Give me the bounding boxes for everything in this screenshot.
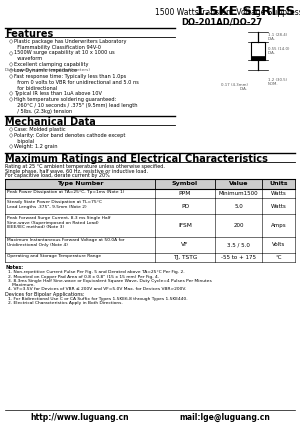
Text: Dimensions in inches and (millimeters): Dimensions in inches and (millimeters) xyxy=(5,68,90,72)
Text: ◇: ◇ xyxy=(9,133,13,138)
Text: PD: PD xyxy=(181,204,189,209)
Text: http://www.luguang.cn: http://www.luguang.cn xyxy=(31,413,129,422)
Text: 1. Non-repetitive Current Pulse Per Fig. 5 and Derated above TA=25°C Per Fig. 2.: 1. Non-repetitive Current Pulse Per Fig.… xyxy=(8,270,184,275)
Text: Rating at 25 °C ambient temperature unless otherwise specified.: Rating at 25 °C ambient temperature unle… xyxy=(5,164,165,170)
Text: Peak Power Dissipation at TA=25°C, Tp=1ms (Note 1): Peak Power Dissipation at TA=25°C, Tp=1m… xyxy=(7,190,124,194)
Text: 200: 200 xyxy=(233,223,244,228)
Text: Type Number: Type Number xyxy=(57,181,103,187)
Text: 4. VF=3.5V for Devices of VBR ≤ 200V and VF=5.0V Max. for Devices VBR>200V.: 4. VF=3.5V for Devices of VBR ≤ 200V and… xyxy=(8,287,186,291)
Bar xyxy=(251,42,265,60)
Text: ◇: ◇ xyxy=(9,127,13,132)
Text: Single phase, half wave, 60 Hz, resistive or inductive load.: Single phase, half wave, 60 Hz, resistiv… xyxy=(5,169,148,174)
Text: Low Dynamic impedance: Low Dynamic impedance xyxy=(14,68,77,73)
Text: -55 to + 175: -55 to + 175 xyxy=(221,255,256,260)
Text: Watts: Watts xyxy=(271,191,286,196)
Text: Volts: Volts xyxy=(272,242,285,247)
Text: Symbol: Symbol xyxy=(172,181,198,187)
Text: Maximum Ratings and Electrical Characteristics: Maximum Ratings and Electrical Character… xyxy=(5,154,268,164)
Text: Amps: Amps xyxy=(271,223,286,228)
Text: ◇: ◇ xyxy=(9,75,13,80)
Text: ◇: ◇ xyxy=(9,62,13,67)
Text: Peak Forward Surge Current, 8.3 ms Single Half
Sine-wave (Superimposed on Rated : Peak Forward Surge Current, 8.3 ms Singl… xyxy=(7,216,110,229)
Text: TJ, TSTG: TJ, TSTG xyxy=(173,255,197,260)
Text: IFSM: IFSM xyxy=(178,223,192,228)
Text: PPM: PPM xyxy=(179,191,191,196)
Text: ◇: ◇ xyxy=(9,91,13,96)
Text: 2. Electrical Characteristics Apply in Both Directions.: 2. Electrical Characteristics Apply in B… xyxy=(8,301,123,305)
Text: 1.5KE SERIES: 1.5KE SERIES xyxy=(195,5,295,18)
Text: 1.1 (28.4)
DIA.: 1.1 (28.4) DIA. xyxy=(268,33,287,41)
Text: Notes:: Notes: xyxy=(5,265,23,270)
Text: Features: Features xyxy=(5,29,53,39)
Text: Excellent clamping capability: Excellent clamping capability xyxy=(14,62,88,67)
Text: Polarity: Color band denotes cathode except
  bipolal: Polarity: Color band denotes cathode exc… xyxy=(14,133,125,144)
Text: 1.2 (30.5)
NOM.: 1.2 (30.5) NOM. xyxy=(268,78,287,86)
Bar xyxy=(5,179,295,189)
Text: 1500W surge capability at 10 x 1000 us
  waveform: 1500W surge capability at 10 x 1000 us w… xyxy=(14,51,115,61)
Text: 1. For Bidirectional Use C or CA Suffix for Types 1.5KE6.8 through Types 1.5KE44: 1. For Bidirectional Use C or CA Suffix … xyxy=(8,297,188,301)
Text: DO-201AD/DO-27: DO-201AD/DO-27 xyxy=(182,17,262,26)
Text: Case: Molded plastic: Case: Molded plastic xyxy=(14,127,66,132)
Text: 3.5 / 5.0: 3.5 / 5.0 xyxy=(227,242,250,247)
Text: Units: Units xyxy=(269,181,288,187)
Bar xyxy=(251,56,265,60)
Text: Plastic package has Underwriters Laboratory
  Flammability Classification 94V-0: Plastic package has Underwriters Laborat… xyxy=(14,39,127,50)
Text: ◇: ◇ xyxy=(9,51,13,56)
Text: 2. Mounted on Copper Pad Area of 0.8 x 0.8" (15 x 15 mm) Per Fig. 4.: 2. Mounted on Copper Pad Area of 0.8 x 0… xyxy=(8,275,159,279)
Text: Minimum1500: Minimum1500 xyxy=(219,191,258,196)
Text: Devices for Bipolar Applications:: Devices for Bipolar Applications: xyxy=(5,292,85,298)
Text: °C: °C xyxy=(275,255,282,260)
Text: Value: Value xyxy=(229,181,248,187)
Text: Steady State Power Dissipation at TL=75°C
Lead Lengths .375", 9.5mm (Note 2): Steady State Power Dissipation at TL=75°… xyxy=(7,200,102,209)
Text: 0.17 (4.3mm)
DIA.: 0.17 (4.3mm) DIA. xyxy=(221,83,248,91)
Text: 3. 8.3ms Single Half Sine-wave or Equivalent Square Wave, Duty Cycle=4 Pulses Pe: 3. 8.3ms Single Half Sine-wave or Equiva… xyxy=(8,279,212,287)
Text: 1500 WattsTransient Voltage Suppressor Diodes: 1500 WattsTransient Voltage Suppressor D… xyxy=(155,8,300,17)
Text: 0.55 (14.0)
DIA.: 0.55 (14.0) DIA. xyxy=(268,47,289,55)
Text: High temperature soldering guaranteed:
  260°C / 10 seconds / .375" (9.5mm) lead: High temperature soldering guaranteed: 2… xyxy=(14,97,137,113)
Text: For capacitive load, derate current by 20%: For capacitive load, derate current by 2… xyxy=(5,173,110,178)
Text: Maximum Instantaneous Forward Voltage at 50.0A for
Unidirectional Only (Note 4): Maximum Instantaneous Forward Voltage at… xyxy=(7,238,124,247)
Text: 5.0: 5.0 xyxy=(234,204,243,209)
Text: Fast response time: Typically less than 1.0ps
  from 0 volts to VBR for unidirec: Fast response time: Typically less than … xyxy=(14,74,139,91)
Text: Typical IR less than 1uA above 10V: Typical IR less than 1uA above 10V xyxy=(14,91,102,96)
Text: ◇: ◇ xyxy=(9,40,13,45)
Text: ◇: ◇ xyxy=(9,97,13,102)
Text: Operating and Storage Temperature Range: Operating and Storage Temperature Range xyxy=(7,255,101,258)
Text: Mechanical Data: Mechanical Data xyxy=(5,116,96,127)
Text: Weight: 1.2 grain: Weight: 1.2 grain xyxy=(14,144,58,149)
Text: ◇: ◇ xyxy=(9,144,13,150)
Text: VF: VF xyxy=(181,242,189,247)
Text: Watts: Watts xyxy=(271,204,286,209)
Text: mail:lge@luguang.cn: mail:lge@luguang.cn xyxy=(180,413,270,422)
Text: ◇: ◇ xyxy=(9,68,13,74)
